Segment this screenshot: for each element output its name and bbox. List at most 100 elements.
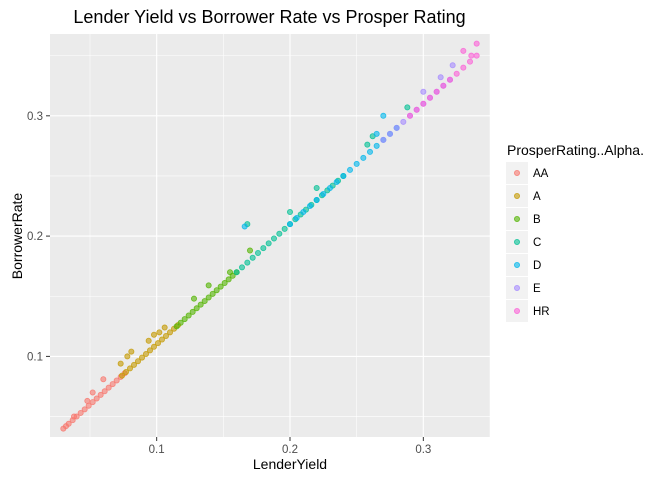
data-point (353, 160, 360, 167)
data-point (437, 74, 444, 81)
data-point (333, 178, 340, 185)
data-point (201, 298, 208, 305)
data-point (460, 64, 467, 71)
x-tick-label: 0.3 (415, 444, 431, 456)
legend-swatch (514, 215, 521, 222)
data-point (173, 323, 180, 330)
data-point (77, 409, 84, 416)
data-point (386, 130, 393, 137)
legend-swatch (514, 192, 521, 199)
data-point (213, 287, 220, 294)
data-point (217, 283, 224, 290)
data-point (449, 62, 456, 69)
data-point (446, 76, 453, 83)
y-tick-label: 0.3 (27, 111, 43, 123)
x-axis-ticks: 0.1 0.2 0.3 (149, 437, 431, 456)
data-point (286, 209, 293, 216)
data-point (260, 245, 267, 252)
data-point (254, 249, 261, 256)
data-point (226, 269, 233, 276)
data-point (440, 82, 447, 89)
data-point (84, 397, 91, 404)
data-point (313, 184, 320, 191)
data-point (101, 388, 108, 395)
data-point (166, 329, 173, 336)
chart-title: Lender Yield vs Borrower Rate vs Prosper… (73, 7, 465, 27)
data-point (233, 269, 240, 276)
x-tick-label: 0.2 (282, 444, 298, 456)
legend-item: B (506, 208, 541, 230)
legend-item: A (506, 185, 541, 207)
data-point (238, 264, 245, 271)
legend-label: B (533, 214, 541, 226)
legend-title: ProsperRating..Alpha. (507, 142, 644, 158)
data-point (373, 130, 380, 137)
legend-label: A (533, 191, 541, 203)
data-point (313, 197, 320, 204)
data-point (71, 413, 78, 420)
data-point (380, 136, 387, 143)
data-point (177, 319, 184, 326)
data-point (453, 70, 460, 77)
data-point (197, 301, 204, 308)
plot-panel (50, 34, 490, 437)
data-point (93, 395, 100, 402)
data-point (81, 406, 88, 413)
gridlines (50, 34, 491, 437)
legend-label: D (533, 260, 541, 272)
legend-swatch (514, 261, 521, 268)
data-point (156, 329, 163, 336)
data-point (249, 254, 256, 261)
data-point (119, 372, 126, 379)
series-b (173, 247, 253, 330)
data-point (265, 240, 272, 247)
legend-swatch (514, 169, 521, 176)
data-point (123, 369, 130, 376)
legend-item: E (506, 277, 541, 299)
data-point (406, 112, 413, 119)
data-point (380, 112, 387, 119)
legend-swatch (514, 284, 521, 291)
legend-item: D (506, 254, 541, 276)
data-point (100, 376, 107, 383)
data-point (161, 324, 168, 331)
data-point (127, 365, 134, 372)
data-point (225, 276, 232, 283)
data-point (113, 377, 120, 384)
data-point (244, 259, 251, 266)
data-point (306, 203, 313, 210)
data-point (189, 308, 196, 315)
data-point (246, 247, 253, 254)
data-point (420, 88, 427, 95)
data-point (393, 124, 400, 131)
data-point (404, 104, 411, 111)
data-point (134, 358, 141, 365)
data-point (154, 340, 161, 347)
y-tick-label: 0.1 (27, 351, 43, 363)
data-point (326, 184, 333, 191)
data-point (146, 347, 153, 354)
data-point (413, 106, 420, 113)
data-point (241, 223, 248, 230)
legend-item: AA (506, 162, 549, 184)
data-point (373, 142, 380, 149)
legend-label: C (533, 237, 541, 249)
data-point (142, 350, 149, 357)
data-point (109, 381, 116, 388)
data-point (400, 118, 407, 125)
data-point (281, 225, 288, 232)
data-points (60, 40, 480, 432)
data-point (205, 282, 212, 289)
data-point (205, 294, 212, 301)
data-point (162, 332, 169, 339)
data-point (105, 384, 112, 391)
data-point (150, 331, 157, 338)
data-point (460, 47, 467, 54)
y-tick-label: 0.2 (27, 231, 43, 243)
data-point (117, 360, 124, 367)
data-point (145, 337, 152, 344)
data-point (473, 40, 480, 47)
legend-swatch (514, 307, 521, 314)
